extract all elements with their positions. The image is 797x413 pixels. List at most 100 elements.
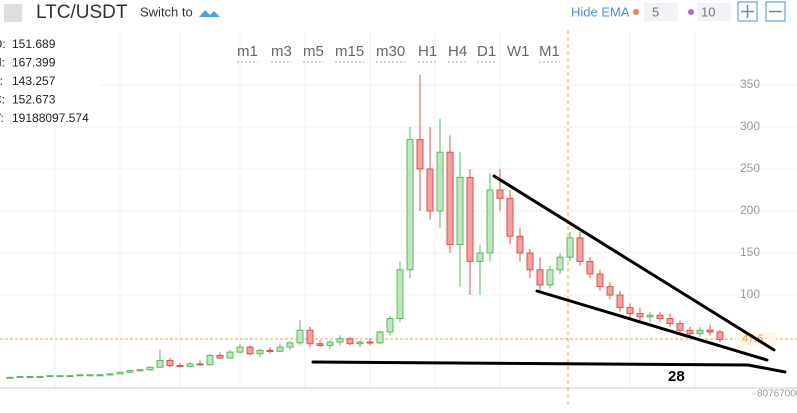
volume-tick-label: 80767000 bbox=[757, 389, 797, 400]
candle-body bbox=[716, 331, 724, 341]
vertical-grid bbox=[54, 30, 696, 388]
interval-button[interactable]: W1 bbox=[507, 43, 530, 60]
candle-body bbox=[536, 269, 544, 286]
candle-body bbox=[646, 314, 654, 318]
candle-body bbox=[166, 360, 174, 367]
candle-body bbox=[196, 363, 204, 366]
ema-slow[interactable]: 10 bbox=[701, 4, 715, 19]
interval-bar: m1 m3 m5 m15 m30 H1 H4 D1 W1 M1 bbox=[237, 43, 560, 63]
info-panel bbox=[0, 32, 100, 126]
candle-body bbox=[456, 176, 464, 246]
y-tick-label: 350 bbox=[740, 77, 760, 91]
candle-body bbox=[516, 235, 524, 254]
candles bbox=[6, 74, 724, 379]
candle-body bbox=[296, 329, 304, 344]
candle-body bbox=[76, 374, 84, 377]
pair-title: LTC/USDT bbox=[36, 2, 128, 23]
candle-body bbox=[606, 286, 614, 296]
candle-body bbox=[106, 373, 114, 376]
switch-icon[interactable] bbox=[199, 10, 220, 17]
info-label: C: bbox=[0, 93, 5, 107]
candle-body bbox=[486, 189, 494, 254]
y-tick-label: 100 bbox=[740, 287, 760, 301]
candle-body bbox=[576, 237, 584, 262]
candle-body bbox=[136, 369, 144, 372]
info-label: V: bbox=[0, 111, 4, 125]
candle-body bbox=[286, 342, 294, 348]
candle-body bbox=[636, 312, 644, 318]
candle-body bbox=[236, 346, 244, 353]
interval-button[interactable]: m30 bbox=[376, 43, 405, 60]
hide-ema[interactable]: Hide EMA bbox=[571, 4, 630, 19]
zoom-in[interactable] bbox=[737, 1, 758, 22]
candle-body bbox=[596, 273, 604, 288]
candle-body bbox=[666, 318, 674, 325]
candle-body bbox=[586, 260, 594, 275]
candle-body bbox=[316, 343, 324, 346]
info-list: O: 151.689 H: 167.399 L: 143.257 C: 152.673 V: 19… bbox=[0, 37, 89, 125]
annotation: 28 bbox=[668, 368, 685, 385]
info-value: 143.257 bbox=[12, 74, 56, 88]
info-label: O: bbox=[0, 37, 6, 51]
candle-body bbox=[346, 338, 354, 345]
candle-body bbox=[396, 269, 404, 320]
switch-label[interactable]: Switch to bbox=[140, 4, 193, 19]
candle-body bbox=[206, 354, 214, 366]
zoom-out[interactable] bbox=[765, 1, 786, 22]
candle-body bbox=[376, 331, 384, 344]
info-value: 167.399 bbox=[12, 56, 56, 70]
candle-body bbox=[146, 366, 154, 371]
ema-slow-box[interactable] bbox=[697, 3, 731, 21]
ema-fast-box[interactable] bbox=[644, 3, 678, 21]
candle-body bbox=[326, 341, 334, 346]
interval-button[interactable]: H4 bbox=[448, 43, 467, 60]
candle-body bbox=[526, 252, 534, 271]
candle-body bbox=[336, 338, 344, 343]
info-value: 151.689 bbox=[12, 37, 56, 51]
candle-body bbox=[96, 374, 104, 377]
candle-body bbox=[6, 376, 14, 379]
candle-body bbox=[616, 294, 624, 309]
interval-button[interactable]: D1 bbox=[477, 43, 496, 60]
ema-fast[interactable]: 5 bbox=[652, 4, 659, 19]
candle-body bbox=[386, 318, 394, 333]
interval-button[interactable]: M1 bbox=[539, 43, 560, 60]
candle-body bbox=[116, 371, 124, 375]
trend-lines bbox=[311, 174, 787, 374]
interval-button[interactable]: m1 bbox=[237, 43, 258, 60]
interval-button[interactable]: H1 bbox=[418, 43, 437, 60]
candle-body bbox=[26, 375, 34, 378]
candle-body bbox=[556, 256, 564, 271]
last-price-label: 47.6 bbox=[742, 333, 763, 345]
candle-body bbox=[66, 375, 74, 378]
candle-body bbox=[506, 197, 514, 237]
interval-button[interactable]: m15 bbox=[335, 43, 364, 60]
ema-slow-dot bbox=[688, 9, 694, 15]
y-tick-label: 150 bbox=[740, 245, 760, 259]
candle-body bbox=[216, 354, 224, 359]
candle-body bbox=[656, 314, 664, 320]
candle-body bbox=[246, 346, 254, 355]
info-value: 152.673 bbox=[12, 93, 56, 107]
y-tick-label: 300 bbox=[740, 119, 760, 133]
candle-body bbox=[546, 269, 554, 286]
candle-body bbox=[36, 375, 44, 378]
candle-body bbox=[46, 375, 54, 378]
interval-button[interactable]: m3 bbox=[271, 43, 292, 60]
candle-body bbox=[276, 346, 284, 352]
candle-body bbox=[256, 349, 264, 355]
candle-body bbox=[626, 307, 634, 314]
candle-body bbox=[56, 375, 64, 378]
candle-body bbox=[266, 349, 274, 352]
y-tick-label: 250 bbox=[740, 161, 760, 175]
interval-button[interactable]: m5 bbox=[303, 43, 324, 60]
info-value: 19188097.574 bbox=[12, 111, 89, 125]
candle-body bbox=[466, 176, 474, 262]
candle-body bbox=[426, 168, 434, 212]
candle-body bbox=[356, 341, 364, 345]
candle-body bbox=[306, 329, 314, 345]
candle-body bbox=[226, 351, 234, 359]
info-label: H: bbox=[0, 56, 5, 70]
candle-body bbox=[416, 139, 424, 170]
